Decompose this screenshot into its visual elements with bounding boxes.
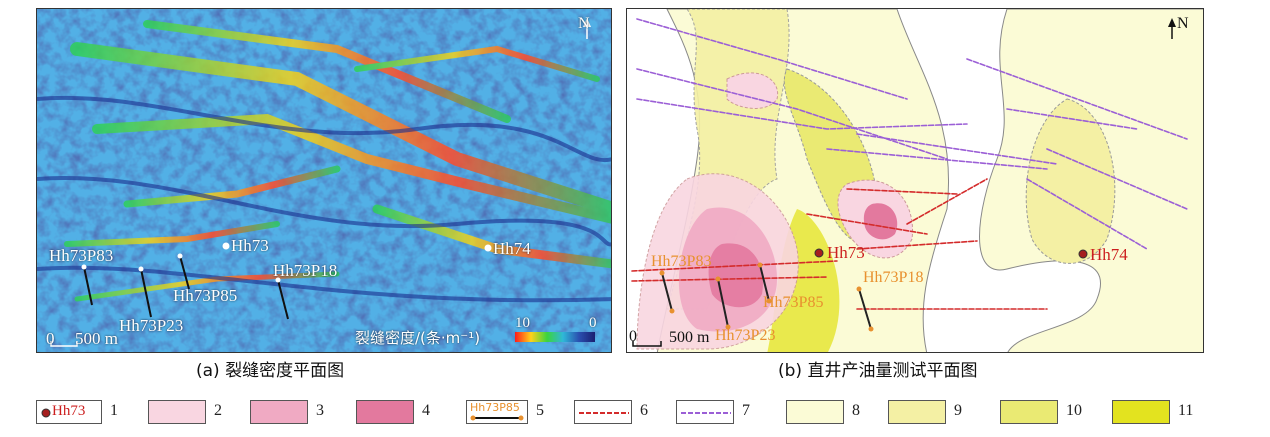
legend-num: 4	[422, 402, 430, 419]
legend-swatch	[356, 400, 414, 424]
well-label-hh73p23: Hh73P23	[715, 327, 776, 344]
well-label-hh74: Hh74	[493, 239, 531, 258]
legend-well-text: Hh73	[52, 403, 86, 419]
legend-swatch: Hh73	[36, 400, 102, 424]
legend-hwell-text: Hh73P85	[470, 401, 520, 414]
north-label: N	[1177, 15, 1189, 32]
colorbar-min: 0	[589, 315, 597, 331]
well-label-hh73: Hh73	[231, 236, 269, 255]
legend-swatch	[888, 400, 946, 424]
horizontal-well-icon	[470, 415, 524, 421]
legend-swatch	[574, 400, 632, 424]
legend-num: 5	[536, 402, 544, 419]
production-contours	[631, 9, 1203, 352]
well-label-hh73p85: Hh73P85	[763, 294, 824, 311]
well-label-hh73: Hh73	[827, 243, 865, 262]
legend-swatch	[1000, 400, 1058, 424]
legend-swatch	[786, 400, 844, 424]
north-label: N	[578, 15, 590, 32]
well-label-hh73p18: Hh73P18	[863, 269, 924, 286]
legend-num: 2	[214, 402, 222, 419]
legend-swatch	[250, 400, 308, 424]
legend: Hh73 1 2 3 4 Hh73P85 5 6	[0, 397, 1270, 429]
scale-zero: 0	[46, 329, 55, 348]
caption-a: (a) 裂缝密度平面图	[196, 361, 345, 381]
scale-zero: 0	[629, 328, 637, 345]
legend-num: 7	[742, 402, 750, 419]
well-symbol-icon	[41, 408, 51, 418]
well-label-hh73p83: Hh73P83	[49, 246, 114, 265]
scale-text: 500 m	[75, 329, 118, 348]
red-fracture-line-icon	[579, 412, 629, 414]
legend-num: 9	[954, 402, 962, 419]
colorbar-label: 裂缝密度/(条·m⁻¹)	[355, 329, 481, 347]
legend-num: 11	[1178, 402, 1194, 419]
well-label-hh74: Hh74	[1090, 245, 1128, 264]
legend-num: 6	[640, 402, 648, 419]
colorbar-max: 10	[515, 315, 530, 331]
caption-b: (b) 直井产油量测试平面图	[778, 361, 978, 381]
well-label-hh73p85: Hh73P85	[173, 286, 238, 305]
fracture-density-texture	[37, 9, 611, 352]
legend-num: 10	[1066, 402, 1082, 419]
colorbar	[515, 332, 595, 342]
purple-fracture-line-icon	[681, 412, 731, 414]
legend-swatch	[676, 400, 734, 424]
well-label-hh73p23: Hh73P23	[119, 316, 184, 335]
legend-swatch: Hh73P85	[466, 400, 528, 424]
legend-num: 8	[852, 402, 860, 419]
legend-swatch	[1112, 400, 1170, 424]
legend-num: 1	[110, 402, 118, 419]
well-label-hh73p18: Hh73P18	[273, 261, 338, 280]
fracture-density-map: N Hh73 Hh74 Hh73P83 Hh73P85 Hh73P18 Hh73…	[36, 8, 612, 353]
scale-text: 500 m	[669, 329, 710, 346]
legend-swatch	[148, 400, 206, 424]
well-label-hh73p83: Hh73P83	[651, 253, 712, 270]
oil-production-map: N Hh73 Hh74 Hh73P83 Hh73P85 Hh73P18 Hh73…	[626, 8, 1204, 353]
legend-num: 3	[316, 402, 324, 419]
